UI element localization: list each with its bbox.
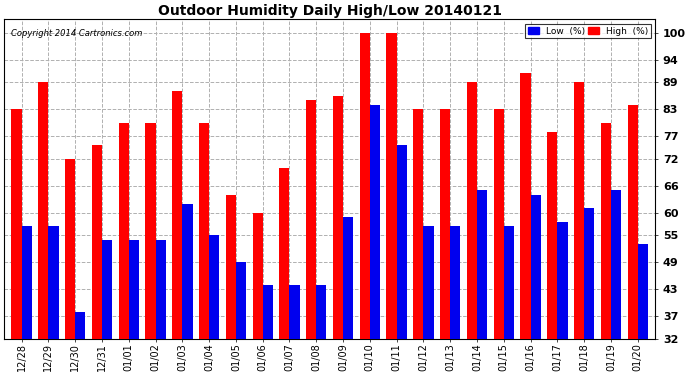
- Bar: [333, 96, 343, 339]
- Bar: [370, 105, 380, 339]
- Bar: [155, 240, 166, 339]
- Title: Outdoor Humidity Daily High/Low 20140121: Outdoor Humidity Daily High/Low 20140121: [158, 4, 502, 18]
- Text: Copyright 2014 Cartronics.com: Copyright 2014 Cartronics.com: [10, 29, 142, 38]
- Bar: [413, 109, 424, 339]
- Bar: [343, 217, 353, 339]
- Bar: [359, 33, 370, 339]
- Bar: [172, 91, 182, 339]
- Bar: [504, 226, 514, 339]
- Bar: [182, 204, 193, 339]
- Bar: [48, 226, 59, 339]
- Bar: [531, 195, 541, 339]
- Bar: [584, 208, 594, 339]
- Legend: Low  (%), High  (%): Low (%), High (%): [525, 24, 651, 38]
- Bar: [316, 285, 326, 339]
- Bar: [129, 240, 139, 339]
- Bar: [638, 244, 648, 339]
- Bar: [38, 82, 48, 339]
- Bar: [253, 213, 263, 339]
- Bar: [21, 226, 32, 339]
- Bar: [574, 82, 584, 339]
- Bar: [102, 240, 112, 339]
- Bar: [199, 123, 209, 339]
- Bar: [226, 195, 236, 339]
- Bar: [628, 105, 638, 339]
- Bar: [263, 285, 273, 339]
- Bar: [467, 82, 477, 339]
- Bar: [75, 312, 86, 339]
- Bar: [290, 285, 299, 339]
- Bar: [520, 73, 531, 339]
- Bar: [558, 222, 568, 339]
- Bar: [236, 262, 246, 339]
- Bar: [611, 190, 621, 339]
- Bar: [92, 145, 102, 339]
- Bar: [306, 100, 316, 339]
- Bar: [279, 168, 290, 339]
- Bar: [424, 226, 433, 339]
- Bar: [397, 145, 407, 339]
- Bar: [601, 123, 611, 339]
- Bar: [209, 235, 219, 339]
- Bar: [477, 190, 487, 339]
- Bar: [493, 109, 504, 339]
- Bar: [386, 33, 397, 339]
- Bar: [12, 109, 21, 339]
- Bar: [146, 123, 155, 339]
- Bar: [119, 123, 129, 339]
- Bar: [65, 159, 75, 339]
- Bar: [440, 109, 451, 339]
- Bar: [547, 132, 558, 339]
- Bar: [451, 226, 460, 339]
